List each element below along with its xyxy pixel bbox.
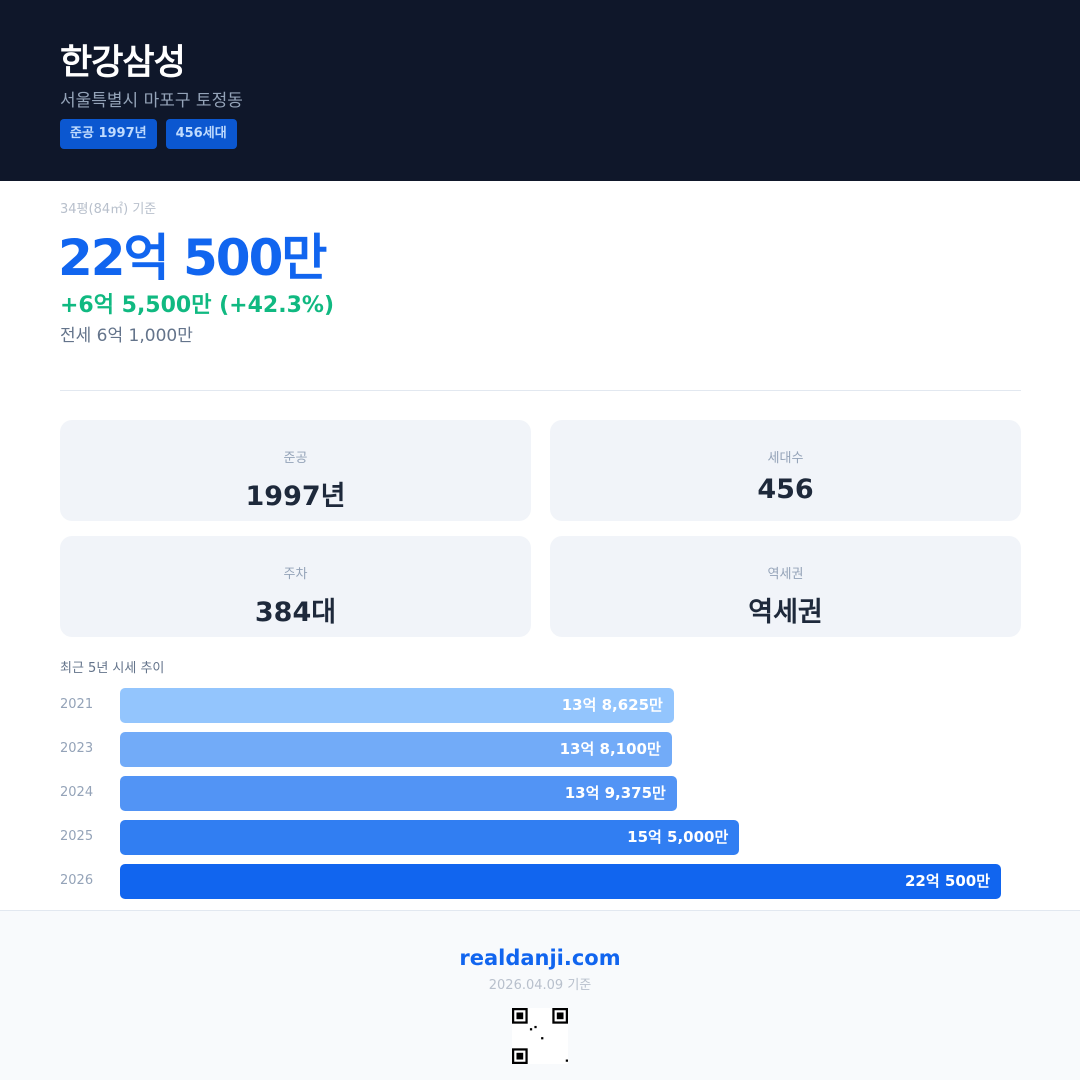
price-basis: 34평(84㎡) 기준 [60, 202, 157, 217]
stat-value: 1997년 [245, 481, 346, 512]
bar-2021: 13억 8,625만 [120, 688, 674, 723]
year-label: 2025 [60, 829, 94, 844]
stat-value: 456 [757, 474, 814, 505]
address: 서울특별시 마포구 토정동 [60, 91, 243, 111]
site-link[interactable]: realdanji.com [459, 946, 621, 970]
year-label: 2021 [60, 697, 94, 712]
complex-title: 한강삼성 [60, 43, 186, 83]
bar-2025: 15억 5,000만 [120, 820, 740, 855]
stat-label: 세대수 [767, 451, 804, 466]
header: 한강삼성 서울특별시 마포구 토정동 준공 1997년 456세대 [0, 0, 1080, 181]
price-change: +6억 5,500만 (+42.3%) [60, 293, 334, 318]
current-price: 22억 500만 [58, 229, 327, 287]
stat-label: 준공 [283, 451, 308, 466]
stat-label: 역세권 [767, 567, 804, 582]
chart-row: 2024 13억 9,375만 [60, 776, 1020, 811]
bar-2026: 22억 500만 [120, 864, 1001, 899]
qr-code-icon [512, 1008, 568, 1064]
divider [60, 390, 1021, 391]
bar-value-label: 13억 9,375만 [564, 784, 666, 802]
badge-households: 456세대 [165, 119, 237, 149]
bar-value-label: 13억 8,625만 [561, 696, 663, 714]
reference-date: 2026.04.09 기준 [488, 978, 592, 993]
bar-value-label: 22억 500만 [904, 872, 990, 890]
stat-value: 역세권 [748, 597, 823, 628]
jeonse-price: 전세 6억 1,000만 [60, 326, 193, 346]
year-label: 2023 [60, 741, 94, 756]
bar-value-label: 15억 5,000만 [627, 828, 729, 846]
chart-row: 2023 13억 8,100만 [60, 732, 1020, 767]
bar-2024: 13억 9,375만 [120, 776, 677, 811]
chart-row: 2026 22억 500만 [60, 864, 1020, 899]
stat-label: 주차 [283, 567, 308, 582]
year-label: 2024 [60, 785, 94, 800]
chart-row: 2021 13억 8,625만 [60, 688, 1020, 723]
chart-row: 2025 15억 5,000만 [60, 820, 1020, 855]
year-label: 2026 [60, 873, 94, 888]
bar-value-label: 13억 8,100만 [559, 740, 661, 758]
chart-title: 최근 5년 시세 추이 [60, 661, 165, 676]
stat-value: 384대 [254, 597, 337, 628]
stat-card-station: 역세권 역세권 [550, 536, 1021, 637]
stat-card-households: 세대수 456 [550, 420, 1021, 521]
footer: realdanji.com 2026.04.09 기준 [0, 910, 1080, 1080]
stat-card-parking: 주차 384대 [60, 536, 531, 637]
stat-card-built: 준공 1997년 [60, 420, 531, 521]
bar-2023: 13억 8,100만 [120, 732, 672, 767]
badge-built-year: 준공 1997년 [60, 119, 157, 149]
